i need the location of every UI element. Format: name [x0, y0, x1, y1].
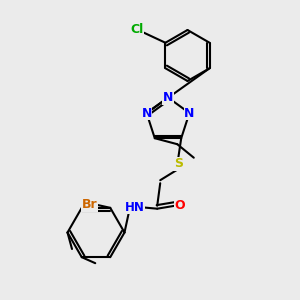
- Text: Br: Br: [81, 198, 97, 211]
- Text: N: N: [163, 91, 173, 104]
- Text: N: N: [141, 106, 152, 119]
- Text: N: N: [184, 106, 195, 119]
- Text: HN: HN: [125, 201, 145, 214]
- Text: O: O: [174, 199, 185, 212]
- Text: S: S: [174, 157, 183, 170]
- Text: Cl: Cl: [130, 23, 143, 36]
